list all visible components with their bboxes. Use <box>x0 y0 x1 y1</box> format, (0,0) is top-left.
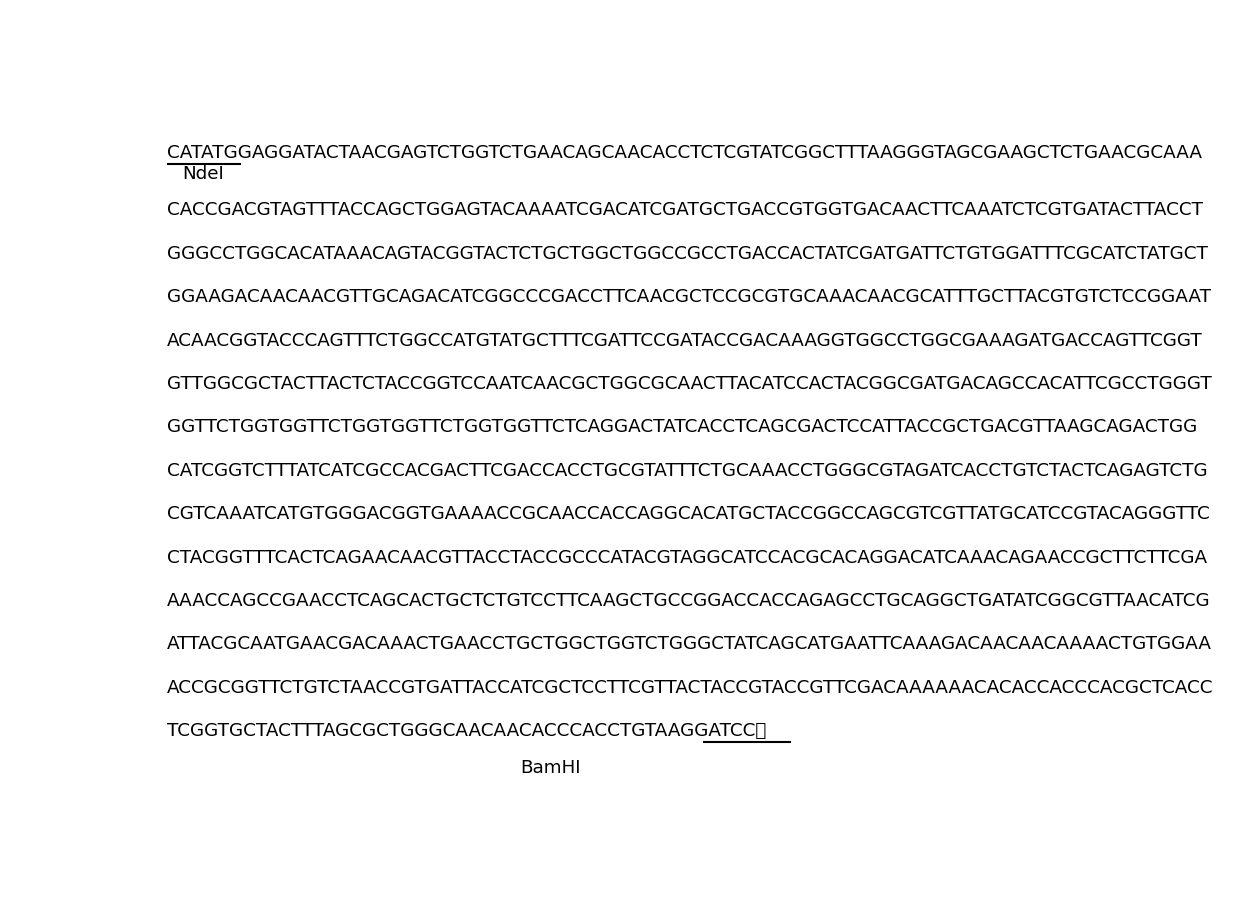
Text: GGAAGACAACAACGTTGCAGACATCGGCCCGACCTTCAACGCTCCGCGTGCAAACAACGCATTTGCTTACGTGTCTCCGG: GGAAGACAACAACGTTGCAGACATCGGCCCGACCTTCAAC… <box>166 288 1210 306</box>
Text: GGGCCTGGCACATAAACAGTACGGTACTCTGCTGGCTGGCCGCCTGACCACTATCGATGATTCTGTGGATTTCGCATCTA: GGGCCTGGCACATAAACAGTACGGTACTCTGCTGGCTGGC… <box>166 245 1208 263</box>
Text: GTTGGCGCTACTTACTCTACCGGTCCAATCAACGCTGGCGCAACTTACATCCACTACGGCGATGACAGCCACATTCGCCT: GTTGGCGCTACTTACTCTACCGGTCCAATCAACGCTGGCG… <box>166 375 1211 393</box>
Text: TCGGTGCTACTTTAGCGCTGGGCAACAACACCCACCTGTAAGGATCC。: TCGGTGCTACTTTAGCGCTGGGCAACAACACCCACCTGTA… <box>166 723 766 740</box>
Text: ACCGCGGTTCTGTCTAACCGTGATTACCATCGCTCCTTCGTTACTACCGTACCGTTCGACAAAAAACACACCACCCACGC: ACCGCGGTTCTGTCTAACCGTGATTACCATCGCTCCTTCG… <box>166 679 1213 697</box>
Text: GGTTCTGGTGGTTCTGGTGGTTCTGGTGGTTCTCAGGACTATCACCTCAGCGACTCCATTACCGCTGACGTTAAGCAGAC: GGTTCTGGTGGTTCTGGTGGTTCTGGTGGTTCTCAGGACT… <box>166 418 1197 436</box>
Text: ACAACGGTACCCAGTTTCTGGCCATGTATGCTTTCGATTCCGATACCGACAAAGGTGGCCTGGCGAAAGATGACCAGTTC: ACAACGGTACCCAGTTTCTGGCCATGTATGCTTTCGATTC… <box>166 332 1203 350</box>
Text: AAACCAGCCGAACCTCAGCACTGCTCTGTCCTTCAAGCTGCCGGACCACCAGAGCCTGCAGGCTGATATCGGCGTTAACA: AAACCAGCCGAACCTCAGCACTGCTCTGTCCTTCAAGCTG… <box>166 592 1210 610</box>
Text: BamHI: BamHI <box>521 759 580 776</box>
Text: NdeI: NdeI <box>182 165 223 183</box>
Text: CGTCAAATCATGTGGGACGGTGAAAACCGCAACCACCAGGCACATGCTACCGGCCAGCGTCGTTATGCATCCGTACAGGG: CGTCAAATCATGTGGGACGGTGAAAACCGCAACCACCAGG… <box>166 505 1209 524</box>
Text: CATATGGAGGATACTAACGAGTCTGGTCTGAACAGCAACACCTCTCGTATCGGCTTTAAGGGTAGCGAAGCTCTGAACGC: CATATGGAGGATACTAACGAGTCTGGTCTGAACAGCAACA… <box>166 145 1202 162</box>
Text: ATTACGCAATGAACGACAAACTGAACCTGCTGGCTGGTCTGGGCTATCAGCATGAATTCAAAGACAACAACAAAACTGTG: ATTACGCAATGAACGACAAACTGAACCTGCTGGCTGGTCT… <box>166 635 1211 654</box>
Text: CTACGGTTTCACTCAGAACAACGTTACCTACCGCCCATACGTAGGCATCCACGCACAGGACATCAAACAGAACCGCTTCT: CTACGGTTTCACTCAGAACAACGTTACCTACCGCCCATAC… <box>166 549 1207 566</box>
Text: CACCGACGTAGTTTACCAGCTGGAGTACAAAATCGACATCGATGCTGACCGTGGTGACAACTTCAAATCTCGTGATACTT: CACCGACGTAGTTTACCAGCTGGAGTACAAAATCGACATC… <box>166 202 1203 219</box>
Text: CATCGGTCTTTATCATCGCCACGACTTCGACCACCTGCGTATTTCTGCAAACCTGGGCGTAGATCACCTGTCTACTCAGA: CATCGGTCTTTATCATCGCCACGACTTCGACCACCTGCGT… <box>166 462 1208 480</box>
